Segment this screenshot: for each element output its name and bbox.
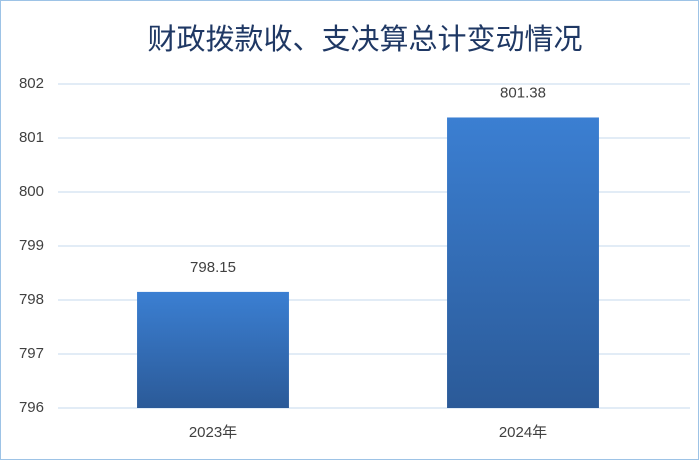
- chart-title: 财政拨款收、支决算总计变动情况: [147, 22, 582, 56]
- x-tick-label: 2024年: [499, 424, 547, 441]
- value-label: 801.38: [500, 84, 546, 101]
- y-tick-label: 798: [19, 291, 44, 308]
- x-tick-label: 2023年: [189, 424, 237, 441]
- y-tick-label: 797: [19, 345, 44, 362]
- y-tick-label: 801: [19, 129, 44, 146]
- y-tick-label: 796: [19, 399, 44, 416]
- y-tick-label: 800: [19, 183, 44, 200]
- y-tick-label: 802: [19, 75, 44, 92]
- y-tick-label: 799: [19, 237, 44, 254]
- bar: [137, 291, 289, 408]
- bar: [447, 117, 599, 408]
- value-label: 798.15: [190, 259, 236, 276]
